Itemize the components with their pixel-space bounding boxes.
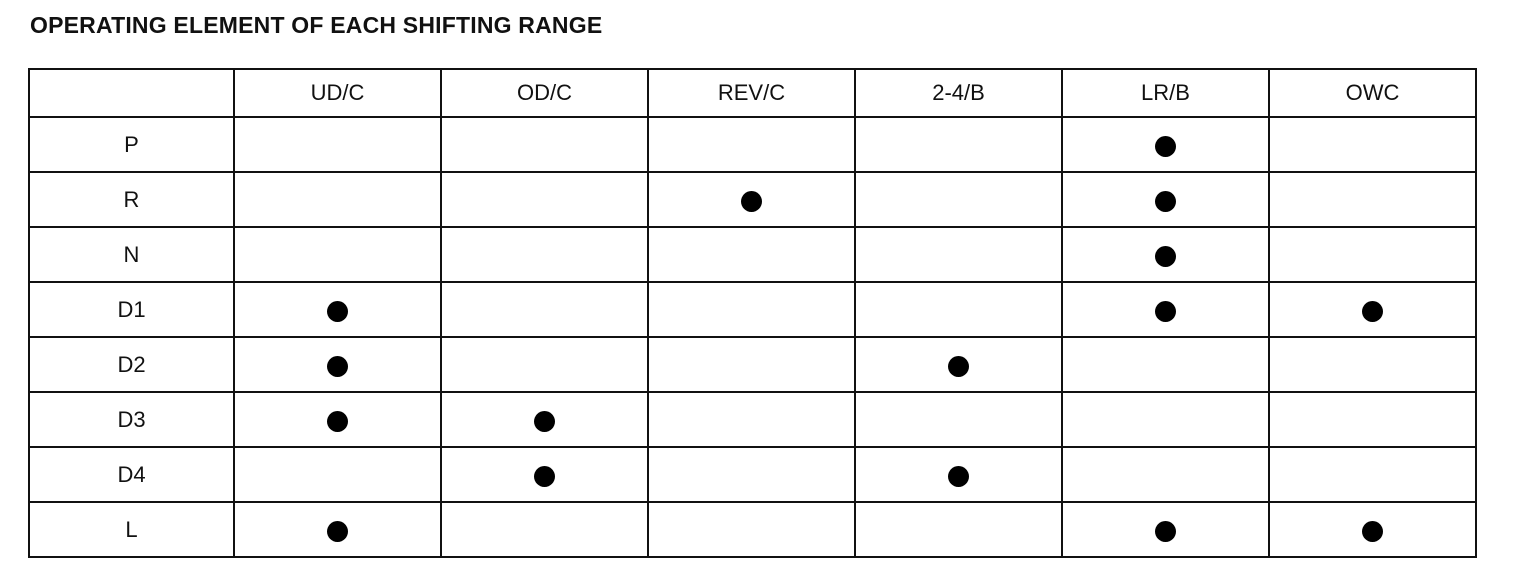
table-row: D1 (28, 281, 1477, 338)
row-label: D3 (28, 391, 235, 448)
table-cell (1268, 446, 1477, 503)
header-corner-cell (28, 68, 235, 118)
filled-circle-icon (1362, 301, 1383, 322)
table-cell (1061, 116, 1270, 173)
table-cell (440, 446, 649, 503)
row-label: D4 (28, 446, 235, 503)
table-cell (1268, 281, 1477, 338)
table-cell (440, 116, 649, 173)
table-row: D3 (28, 391, 1477, 448)
table-cell (1268, 116, 1477, 173)
table-row: P (28, 116, 1477, 173)
table-row: L (28, 501, 1477, 558)
table-cell (1061, 391, 1270, 448)
filled-circle-icon (1155, 521, 1176, 542)
table-cell (854, 281, 1063, 338)
table-cell (440, 226, 649, 283)
filled-circle-icon (327, 356, 348, 377)
filled-circle-icon (1155, 136, 1176, 157)
table-header-row: UD/C OD/C REV/C 2-4/B LR/B OWC (28, 68, 1477, 118)
table-cell (233, 171, 442, 228)
table-cell (854, 391, 1063, 448)
table-row: D2 (28, 336, 1477, 393)
table-cell (440, 501, 649, 558)
table-row: D4 (28, 446, 1477, 503)
filled-circle-icon (948, 356, 969, 377)
column-header: OWC (1268, 68, 1477, 118)
table-cell (854, 501, 1063, 558)
filled-circle-icon (327, 521, 348, 542)
row-label: P (28, 116, 235, 173)
filled-circle-icon (534, 466, 555, 487)
row-label: D1 (28, 281, 235, 338)
table-cell (233, 446, 442, 503)
table-cell (647, 281, 856, 338)
table-cell (1268, 501, 1477, 558)
table-cell (440, 171, 649, 228)
table-cell (440, 281, 649, 338)
table-cell (647, 226, 856, 283)
table-cell (854, 446, 1063, 503)
filled-circle-icon (1155, 301, 1176, 322)
column-header: OD/C (440, 68, 649, 118)
filled-circle-icon (534, 411, 555, 432)
table-cell (1268, 171, 1477, 228)
table-cell (854, 226, 1063, 283)
table-cell (233, 391, 442, 448)
table-cell (1061, 446, 1270, 503)
table-cell (1061, 281, 1270, 338)
table-body: P R N D1 D2 D3 D4 L (28, 116, 1477, 558)
table-cell (233, 226, 442, 283)
table-cell (440, 336, 649, 393)
table-cell (1268, 391, 1477, 448)
table-cell (440, 391, 649, 448)
filled-circle-icon (948, 466, 969, 487)
table-cell (854, 171, 1063, 228)
table-cell (647, 336, 856, 393)
table-cell (1061, 501, 1270, 558)
shifting-range-table: UD/C OD/C REV/C 2-4/B LR/B OWC P R N D1 D2 D3… (28, 68, 1477, 558)
table-cell (647, 501, 856, 558)
filled-circle-icon (1155, 246, 1176, 267)
table-cell (233, 501, 442, 558)
column-header: UD/C (233, 68, 442, 118)
filled-circle-icon (1362, 521, 1383, 542)
table-cell (854, 336, 1063, 393)
table-cell (854, 116, 1063, 173)
table-cell (1268, 336, 1477, 393)
table-cell (647, 116, 856, 173)
filled-circle-icon (327, 301, 348, 322)
table-cell (647, 391, 856, 448)
column-header: REV/C (647, 68, 856, 118)
table-cell (647, 171, 856, 228)
row-label: R (28, 171, 235, 228)
filled-circle-icon (741, 191, 762, 212)
table-cell (1061, 226, 1270, 283)
filled-circle-icon (327, 411, 348, 432)
table-cell (1061, 336, 1270, 393)
row-label: D2 (28, 336, 235, 393)
table-cell (1268, 226, 1477, 283)
table-cell (233, 116, 442, 173)
column-header: 2-4/B (854, 68, 1063, 118)
table-cell (233, 336, 442, 393)
table-cell (647, 446, 856, 503)
column-header: LR/B (1061, 68, 1270, 118)
table-row: N (28, 226, 1477, 283)
table-cell (1061, 171, 1270, 228)
table-row: R (28, 171, 1477, 228)
filled-circle-icon (1155, 191, 1176, 212)
page-title: OPERATING ELEMENT OF EACH SHIFTING RANGE (30, 12, 603, 38)
table-cell (233, 281, 442, 338)
row-label: L (28, 501, 235, 558)
row-label: N (28, 226, 235, 283)
